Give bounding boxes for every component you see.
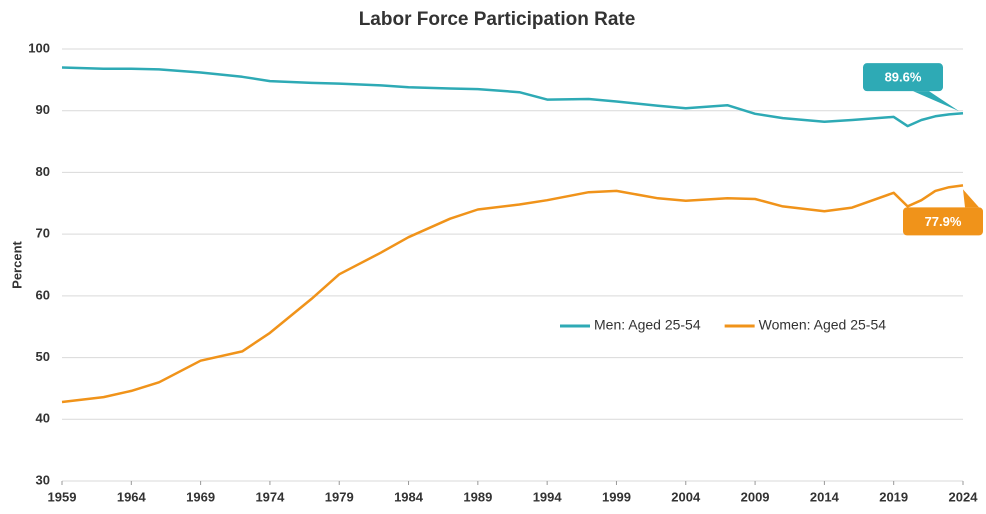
x-tick-label: 1994 [533, 489, 563, 504]
x-tick-label: 1974 [255, 489, 285, 504]
legend-label: Men: Aged 25-54 [594, 317, 701, 333]
chart-title: Labor Force Participation Rate [359, 9, 636, 30]
x-tick-label: 2004 [671, 489, 701, 504]
x-tick-label: 1959 [48, 489, 77, 504]
line [61, 184, 964, 404]
x-tick-label: 1969 [186, 489, 215, 504]
y-tick-label: 80 [36, 164, 50, 179]
y-axis-label: Percent [9, 240, 24, 288]
y-tick-label: 90 [36, 102, 50, 117]
x-tick-label: 2014 [810, 489, 840, 504]
x-tick-label: 1979 [325, 489, 354, 504]
line [61, 66, 964, 128]
x-tick-label: 2019 [879, 489, 908, 504]
x-tick-label: 1984 [394, 489, 424, 504]
y-tick-label: 30 [36, 472, 50, 487]
legend-label: Women: Aged 25-54 [759, 317, 887, 333]
x-tick-label: 2009 [741, 489, 770, 504]
x-tick-label: 1999 [602, 489, 631, 504]
x-tick-label: 2024 [949, 489, 979, 504]
x-tick-label: 1989 [463, 489, 492, 504]
y-tick-label: 50 [36, 349, 50, 364]
data-label: 89.6% [885, 70, 922, 85]
y-tick-label: 70 [36, 226, 50, 241]
y-tick-label: 60 [36, 287, 50, 302]
callout-pointer [963, 189, 979, 208]
x-tick-label: 1964 [117, 489, 147, 504]
y-tick-label: 40 [36, 411, 50, 426]
callout-box [863, 63, 943, 92]
data-label: 77.9% [925, 214, 962, 229]
callout-pointer [913, 91, 959, 112]
callout-box [903, 207, 983, 236]
y-tick-label: 100 [28, 40, 50, 55]
